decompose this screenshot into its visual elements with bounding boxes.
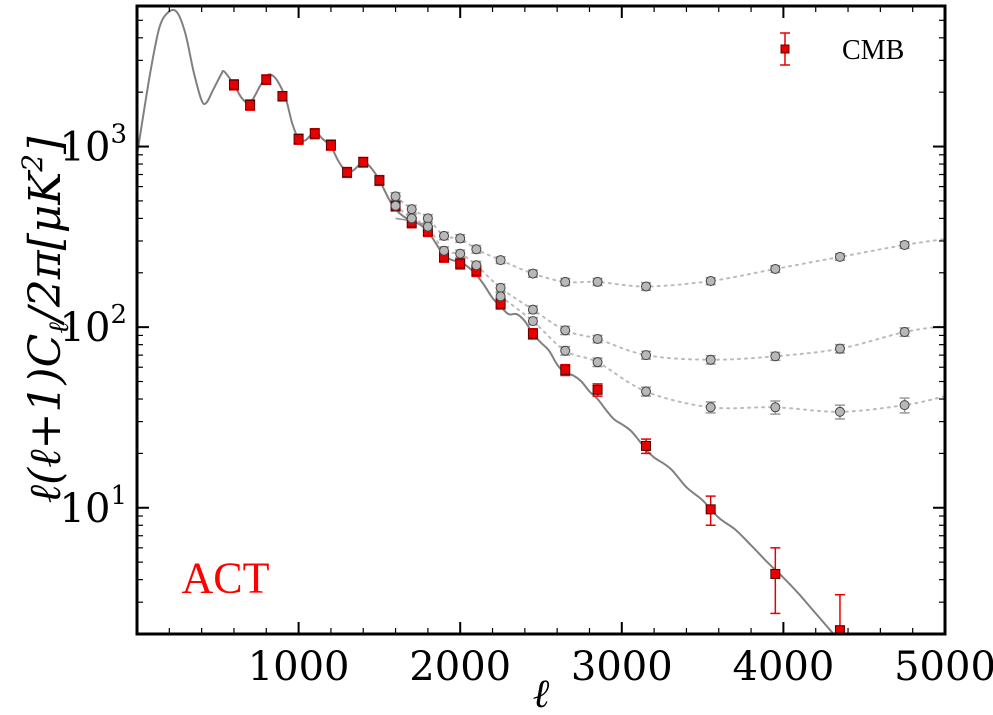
cmb-data-point xyxy=(293,134,304,145)
foreground-data-point xyxy=(770,263,781,274)
foreground-data-point xyxy=(705,402,716,413)
cmb-data-point xyxy=(245,99,256,110)
foreground-curve-b xyxy=(394,204,945,361)
foreground-data-point xyxy=(527,304,538,315)
legend-label-cmb: CMB xyxy=(842,35,904,66)
foreground-data-point xyxy=(390,200,401,211)
cmb-data-point xyxy=(455,258,466,269)
foreground-data-point xyxy=(406,213,417,224)
data-points xyxy=(228,74,910,634)
foreground-data-point xyxy=(455,233,466,244)
foreground-data-point xyxy=(439,245,450,256)
foreground-data-point xyxy=(422,213,433,224)
cmb-data-point xyxy=(770,568,781,579)
cmb-data-point xyxy=(834,625,845,634)
foreground-data-point xyxy=(560,325,571,336)
x-tick-label: 2000 xyxy=(409,644,511,690)
foreground-data-point xyxy=(705,276,716,287)
x-tick-label: 5000 xyxy=(894,644,993,690)
error-bars xyxy=(228,74,910,634)
x-tick-label: 1000 xyxy=(248,644,350,690)
foreground-data-point xyxy=(834,406,845,417)
cmb-data-point xyxy=(277,91,288,102)
cmb-data-point xyxy=(309,128,320,139)
foreground-data-point xyxy=(899,400,910,411)
foreground-data-point xyxy=(527,268,538,279)
foreground-data-point xyxy=(899,240,910,251)
cmb-data-point xyxy=(592,384,603,395)
foreground-data-point xyxy=(527,316,538,327)
cmb-data-point xyxy=(374,175,385,186)
foreground-data-point xyxy=(455,248,466,259)
foreground-data-point xyxy=(592,333,603,344)
cmb-data-point xyxy=(261,74,272,85)
cmb-data-point xyxy=(527,328,538,339)
tick-labels: 1000 2000 3000 4000 5000 101 102 103 xyxy=(60,120,993,690)
act-annotation: ACT xyxy=(181,553,269,602)
foreground-data-point xyxy=(592,276,603,287)
foreground-data-point xyxy=(770,351,781,362)
y-tick-label: 103 xyxy=(60,120,127,171)
foreground-data-point xyxy=(560,276,571,287)
cmb-data-point xyxy=(228,79,239,90)
foreground-data-point xyxy=(495,255,506,266)
foreground-data-point xyxy=(390,191,401,202)
foreground-data-point xyxy=(641,281,652,292)
foreground-data-point xyxy=(495,291,506,302)
foreground-data-point xyxy=(641,386,652,397)
foreground-data-point xyxy=(834,251,845,262)
foreground-data-point xyxy=(495,282,506,293)
y-axis-label: ℓ(ℓ+1)Cℓ/2π[μK2] xyxy=(16,136,75,503)
foreground-data-point xyxy=(471,244,482,255)
foreground-data-point xyxy=(770,402,781,413)
x-tick-label: 3000 xyxy=(571,644,673,690)
foreground-data-point xyxy=(592,357,603,368)
foreground-data-point xyxy=(422,221,433,232)
y-tick-label: 102 xyxy=(60,300,127,351)
y-tick-label: 101 xyxy=(60,481,127,532)
foreground-data-point xyxy=(641,350,652,361)
theory-curves xyxy=(137,8,835,634)
x-tick-label: 4000 xyxy=(733,644,835,690)
theory-curve xyxy=(137,8,835,634)
foreground-data-point xyxy=(560,345,571,356)
cmb-data-point xyxy=(641,440,652,451)
foreground-data-point xyxy=(471,260,482,271)
legend: CMB xyxy=(780,32,904,66)
legend-square-marker xyxy=(780,44,790,54)
cmb-data-point xyxy=(560,364,571,375)
cmb-data-point xyxy=(705,504,716,515)
axis-ticks xyxy=(136,5,946,635)
foreground-dotted-curves xyxy=(394,195,945,413)
cmb-data-point xyxy=(342,167,353,178)
foreground-data-point xyxy=(899,327,910,338)
x-axis-label: ℓ xyxy=(533,671,550,715)
foreground-data-point xyxy=(834,343,845,354)
cmb-data-point xyxy=(358,157,369,168)
plot-frame xyxy=(135,4,947,636)
foreground-data-point xyxy=(406,204,417,215)
cmb-data-point xyxy=(325,139,336,150)
foreground-data-point xyxy=(705,354,716,365)
foreground-data-point xyxy=(439,230,450,241)
